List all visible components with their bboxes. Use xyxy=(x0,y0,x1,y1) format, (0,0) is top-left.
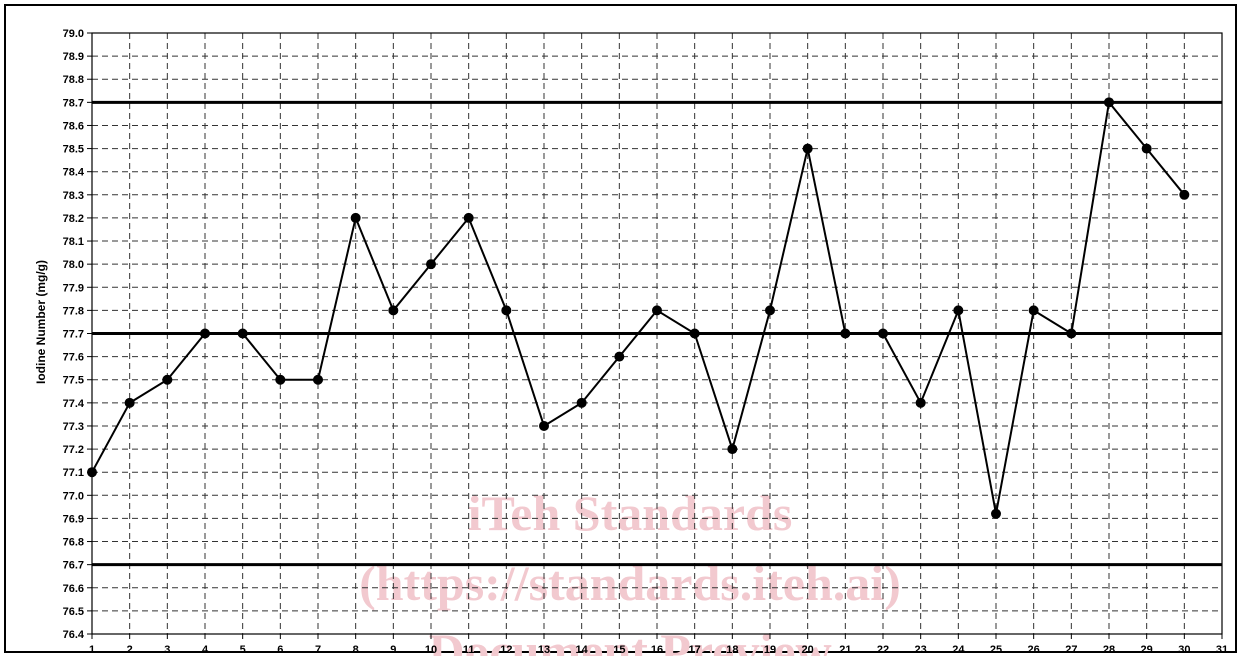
y-tick-label: 77.4 xyxy=(63,398,85,410)
x-tick-label: 16 xyxy=(651,644,663,656)
y-tick-label: 78.9 xyxy=(63,51,84,63)
data-point xyxy=(87,467,97,478)
x-tick-label: 20 xyxy=(802,644,814,656)
y-tick-label: 76.4 xyxy=(63,629,85,641)
reference-lines xyxy=(92,100,1222,567)
data-point xyxy=(953,305,964,316)
x-tick-label: 21 xyxy=(839,644,851,656)
x-tick-label: 5 xyxy=(240,644,246,656)
x-tick-label: 18 xyxy=(726,644,738,656)
y-tick-label: 77.2 xyxy=(63,444,84,456)
x-tick-label: 27 xyxy=(1065,644,1077,656)
data-point xyxy=(501,305,512,316)
data-point xyxy=(915,397,926,408)
data-point xyxy=(426,259,436,270)
y-tick-label: 79.0 xyxy=(63,28,84,40)
x-tick-label: 23 xyxy=(915,644,927,656)
data-point xyxy=(840,328,851,339)
data-point xyxy=(388,305,399,316)
y-tick-label: 77.7 xyxy=(63,329,84,341)
x-tick-label: 28 xyxy=(1103,644,1115,656)
x-tick-label: 11 xyxy=(463,644,475,656)
data-point xyxy=(576,397,587,408)
y-tick-label: 76.5 xyxy=(63,606,84,618)
x-tick-label: 1 xyxy=(89,644,95,656)
y-tick-label: 77.8 xyxy=(63,305,84,317)
x-tick-label: 9 xyxy=(390,644,396,656)
data-point xyxy=(1066,328,1077,339)
data-point xyxy=(1179,189,1190,200)
axes: 76.4 76.5 76.6 76.7 76.8 76.9 77.0 77.1 77.2 77.3… xyxy=(63,28,1229,656)
x-tick-label: 25 xyxy=(990,644,1002,656)
x-tick-label: 17 xyxy=(689,644,701,656)
data-point xyxy=(614,351,625,362)
y-tick-label: 77.6 xyxy=(63,352,84,364)
data-point xyxy=(350,212,361,223)
watermark-line-3: Document Preview xyxy=(428,623,831,656)
series-line xyxy=(91,99,1186,514)
y-tick-label: 78.6 xyxy=(63,120,84,132)
y-tick-label: 77.1 xyxy=(63,467,84,479)
x-tick-label: 2 xyxy=(127,644,133,656)
y-axis-title: Iodine Number (mg/g) xyxy=(34,260,48,384)
data-point xyxy=(275,374,286,385)
x-tick-label: 30 xyxy=(1178,644,1190,656)
watermark: iTeh Standards (https://standards.iteh.a… xyxy=(359,485,901,656)
y-tick-label: 76.8 xyxy=(63,537,84,549)
watermark-line-1: iTeh Standards xyxy=(468,485,793,541)
data-point xyxy=(689,328,700,339)
x-tick-label: 8 xyxy=(353,644,359,656)
y-tick-label: 78.4 xyxy=(63,167,85,179)
y-tick-label: 77.3 xyxy=(63,421,84,433)
x-tick-label: 19 xyxy=(764,644,776,656)
data-point xyxy=(237,328,248,339)
x-tick-label: 12 xyxy=(500,644,512,656)
data-point xyxy=(652,305,662,316)
x-tick-label: 22 xyxy=(877,644,889,656)
data-point xyxy=(765,305,775,316)
y-tick-label: 78.1 xyxy=(63,236,84,248)
x-tick-label: 29 xyxy=(1141,644,1153,656)
y-tick-label: 76.7 xyxy=(63,560,84,572)
series xyxy=(87,97,1190,519)
x-tick-label: 7 xyxy=(315,644,321,656)
plot-border xyxy=(91,32,1223,635)
data-point xyxy=(802,143,813,154)
data-point xyxy=(200,328,210,339)
y-tick-label: 78.5 xyxy=(63,144,84,156)
x-tick-label: 15 xyxy=(613,644,625,656)
data-point xyxy=(727,444,738,455)
data-point xyxy=(991,508,1001,519)
data-point xyxy=(1104,97,1114,108)
y-tick-label: 78.0 xyxy=(63,259,84,271)
x-tick-label: 13 xyxy=(538,644,550,656)
data-point xyxy=(124,397,135,408)
data-point xyxy=(1141,143,1152,154)
y-tick-label: 76.6 xyxy=(63,583,84,595)
x-tick-label: 31 xyxy=(1216,644,1228,656)
data-point xyxy=(162,374,173,385)
x-tick-label: 6 xyxy=(277,644,283,656)
x-tick-label: 24 xyxy=(952,644,965,656)
data-point xyxy=(463,212,474,223)
x-tick-label: 3 xyxy=(164,644,170,656)
y-tick-label: 77.5 xyxy=(63,375,84,387)
y-tick-label: 78.7 xyxy=(63,97,84,109)
x-tick-label: 10 xyxy=(425,644,437,656)
data-point xyxy=(1028,305,1039,316)
y-tick-label: 77.0 xyxy=(63,490,84,502)
y-tick-label: 76.9 xyxy=(63,513,84,525)
x-tick-label: 4 xyxy=(202,644,209,656)
y-tick-label: 77.9 xyxy=(63,282,84,294)
data-point xyxy=(878,328,888,339)
x-tick-label: 14 xyxy=(576,644,589,656)
y-tick-label: 78.3 xyxy=(63,190,84,202)
data-point xyxy=(539,420,549,431)
x-tick-label: 26 xyxy=(1028,644,1040,656)
y-tick-label: 78.8 xyxy=(63,74,84,86)
data-point xyxy=(313,374,323,385)
y-tick-label: 78.2 xyxy=(63,213,84,225)
chart-frame xyxy=(4,4,1237,653)
